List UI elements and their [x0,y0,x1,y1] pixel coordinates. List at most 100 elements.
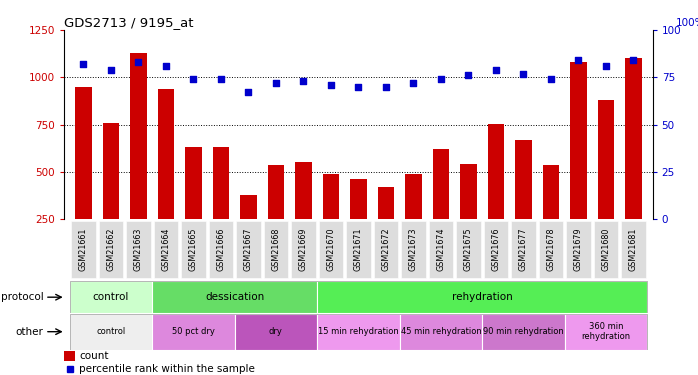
FancyBboxPatch shape [235,314,317,350]
Bar [625,58,641,267]
Bar [322,174,339,267]
Point [600,63,611,69]
Point [243,90,254,96]
FancyBboxPatch shape [593,220,618,278]
FancyBboxPatch shape [264,220,288,278]
Bar [268,165,284,267]
Point [78,61,89,67]
Bar [64,351,75,361]
Text: GSM21664: GSM21664 [161,228,170,271]
Bar [405,174,422,267]
Bar [597,100,614,267]
Text: GSM21677: GSM21677 [519,228,528,271]
Bar [350,178,366,267]
Point [352,84,364,90]
Point [436,76,447,82]
FancyBboxPatch shape [346,220,371,278]
FancyBboxPatch shape [181,220,206,278]
FancyBboxPatch shape [317,314,400,350]
Text: GSM21676: GSM21676 [491,228,500,271]
Text: dry: dry [269,327,283,336]
FancyBboxPatch shape [236,220,261,278]
FancyBboxPatch shape [565,314,647,350]
Text: GSM21679: GSM21679 [574,228,583,271]
Point [188,76,199,82]
Text: GSM21675: GSM21675 [464,228,473,271]
Bar [295,162,312,267]
FancyBboxPatch shape [429,220,453,278]
Text: GSM21665: GSM21665 [189,228,198,271]
FancyBboxPatch shape [482,314,565,350]
FancyBboxPatch shape [152,314,235,350]
Bar [213,147,229,267]
Text: GSM21666: GSM21666 [216,228,225,271]
Text: 360 min
rehydration: 360 min rehydration [581,322,630,341]
Point [161,63,172,69]
FancyBboxPatch shape [373,220,399,278]
Text: 100%: 100% [676,18,698,28]
Point [133,59,144,65]
Text: GSM21670: GSM21670 [327,228,336,271]
Text: GSM21680: GSM21680 [602,228,610,271]
FancyBboxPatch shape [98,220,124,278]
FancyBboxPatch shape [126,220,151,278]
FancyBboxPatch shape [401,220,426,278]
Text: 50 pct dry: 50 pct dry [172,327,215,336]
Point [325,82,336,88]
FancyBboxPatch shape [400,314,482,350]
Text: count: count [79,351,108,361]
Bar [488,124,504,267]
Text: GSM21663: GSM21663 [134,228,143,271]
Text: GSM21668: GSM21668 [272,228,281,271]
FancyBboxPatch shape [484,220,508,278]
Bar [185,147,202,267]
Point [463,72,474,78]
Text: control: control [96,327,126,336]
FancyBboxPatch shape [456,220,481,278]
Point [380,84,392,90]
FancyBboxPatch shape [209,220,233,278]
Text: 90 min rehydration: 90 min rehydration [483,327,564,336]
Point [573,57,584,63]
Bar [158,89,174,267]
Text: GSM21673: GSM21673 [409,228,418,271]
Bar [542,165,559,267]
Text: GSM21678: GSM21678 [547,228,556,271]
Bar [570,62,586,267]
Point [628,57,639,63]
Text: GSM21667: GSM21667 [244,228,253,271]
Bar [131,53,147,267]
Bar [75,87,91,267]
Point [216,76,227,82]
Text: GDS2713 / 9195_at: GDS2713 / 9195_at [64,16,194,29]
Point [490,67,501,73]
Text: other: other [16,327,43,337]
Text: control: control [93,292,129,302]
Text: 15 min rehydration: 15 min rehydration [318,327,399,336]
FancyBboxPatch shape [621,220,646,278]
Text: 45 min rehydration: 45 min rehydration [401,327,482,336]
FancyBboxPatch shape [318,220,343,278]
FancyBboxPatch shape [511,220,536,278]
Bar [515,140,532,267]
Point [408,80,419,86]
FancyBboxPatch shape [539,220,563,278]
Point [105,67,117,73]
FancyBboxPatch shape [566,220,591,278]
Point [270,80,281,86]
FancyBboxPatch shape [70,314,152,350]
Point [518,70,529,76]
Text: GSM21661: GSM21661 [79,228,88,271]
Bar [433,149,449,267]
Text: GSM21681: GSM21681 [629,228,638,271]
FancyBboxPatch shape [152,281,317,313]
FancyBboxPatch shape [70,281,152,313]
Text: dessication: dessication [205,292,265,302]
Text: GSM21671: GSM21671 [354,228,363,271]
Bar [378,187,394,267]
Text: GSM21672: GSM21672 [381,228,390,271]
Text: GSM21674: GSM21674 [436,228,445,271]
Point [545,76,556,82]
FancyBboxPatch shape [317,281,647,313]
Text: GSM21669: GSM21669 [299,228,308,271]
